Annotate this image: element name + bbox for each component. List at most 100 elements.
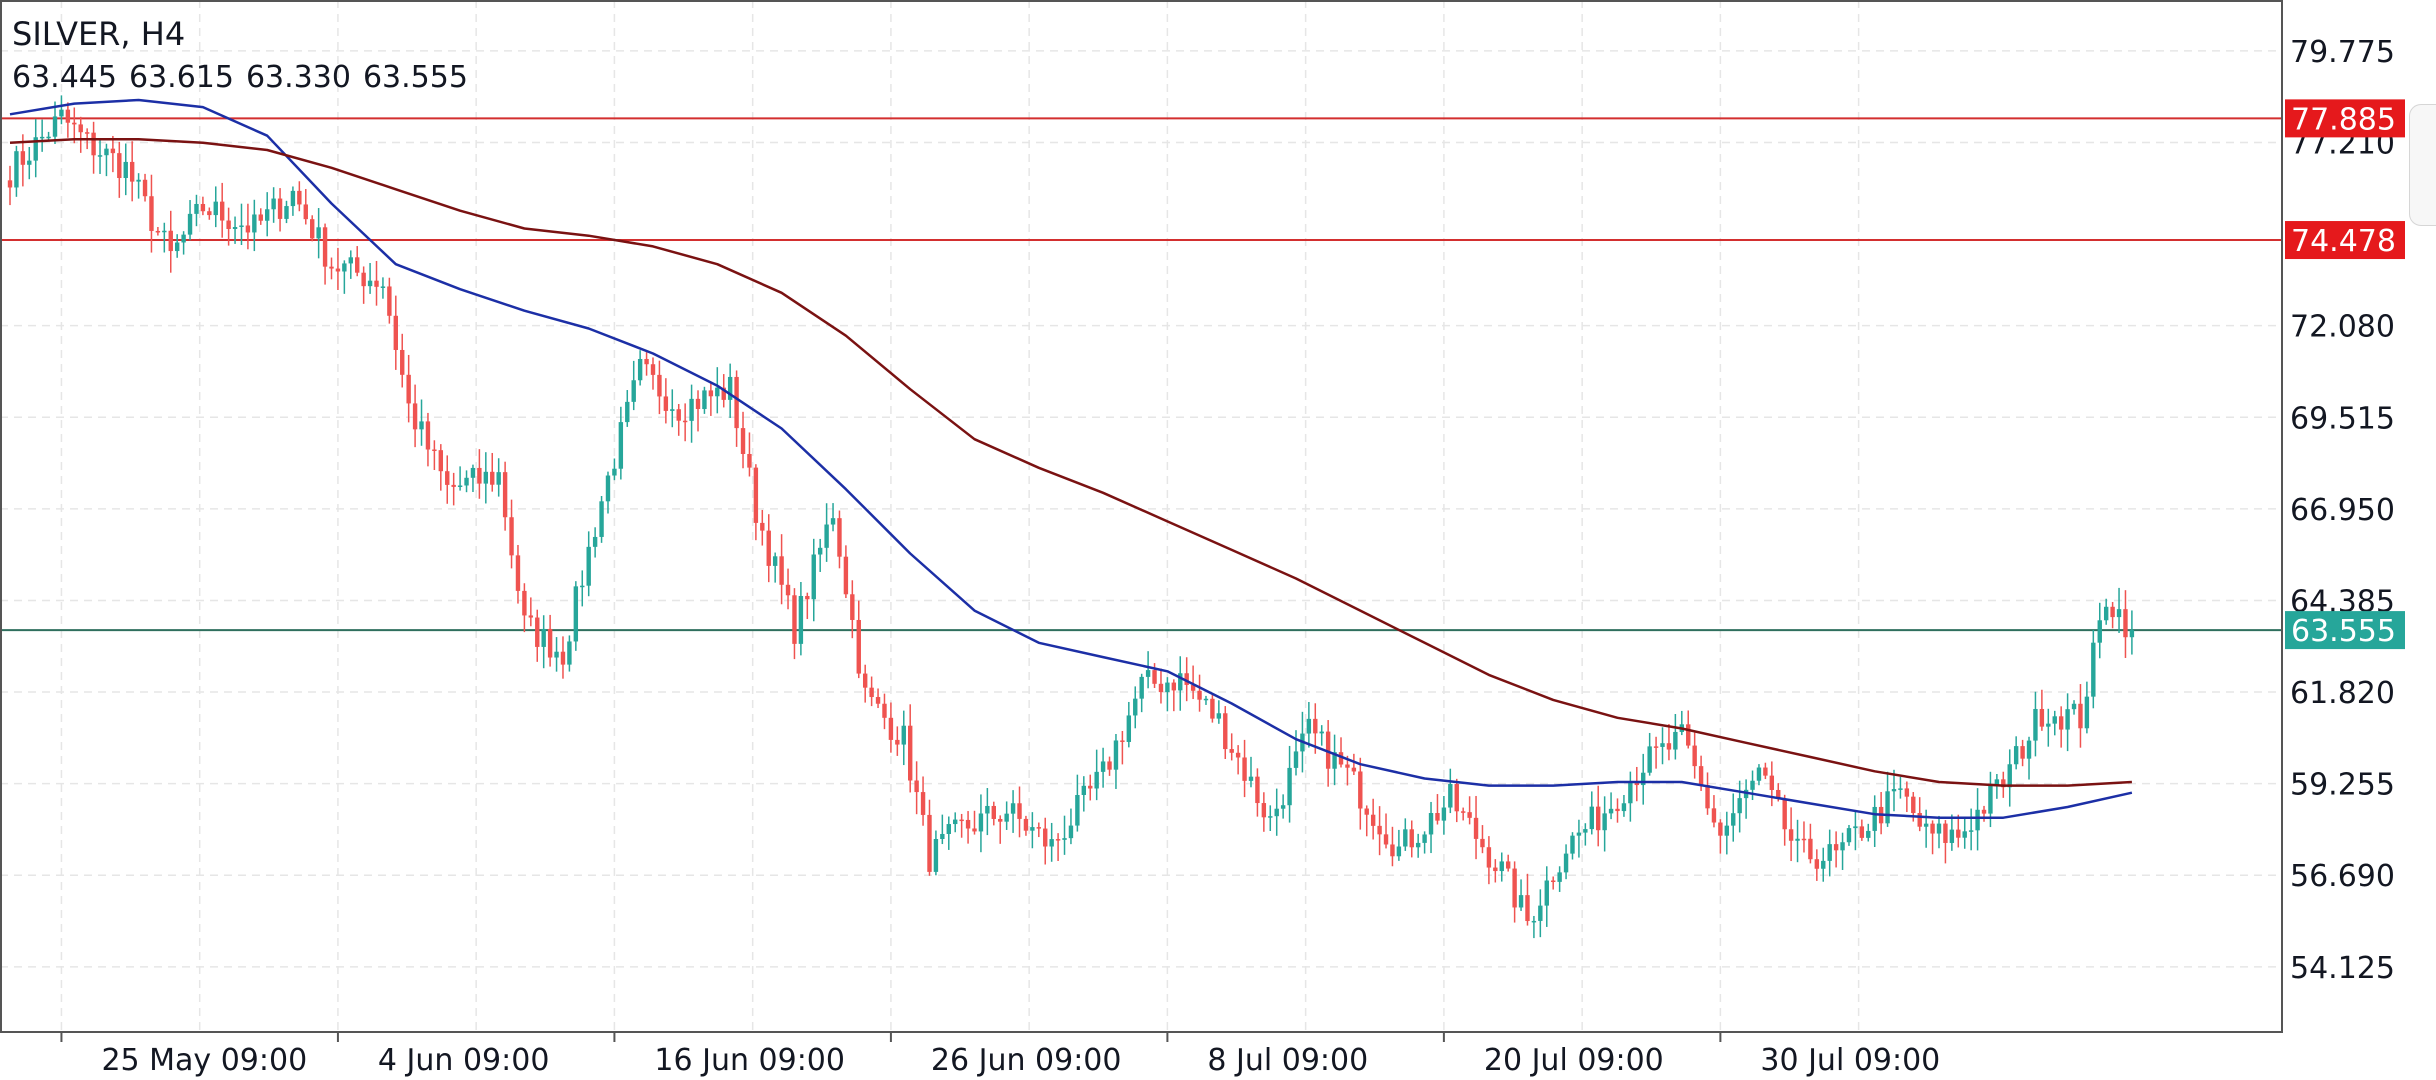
candlestick-series [7, 95, 2135, 939]
price-axis[interactable]: 79.77577.21072.08069.51566.95064.38561.8… [2290, 35, 2395, 986]
candle-body [1133, 698, 1138, 716]
candle-body [901, 725, 906, 745]
candle-body [348, 257, 353, 264]
candle-body [1673, 731, 1678, 750]
candle-body [1608, 808, 1614, 814]
candle-body [933, 838, 939, 872]
candle-body [342, 263, 347, 272]
candle-body [1840, 842, 1845, 851]
candle-body [322, 227, 328, 267]
candle-body [721, 387, 726, 400]
candle-body [1756, 767, 1762, 781]
candle-body [985, 805, 990, 814]
candle-body [1454, 784, 1459, 812]
candle-body [1827, 844, 1832, 861]
candle-body [226, 220, 231, 229]
x-tick-label: 30 Jul 09:00 [1760, 1043, 1940, 1078]
candle-body [1190, 684, 1196, 691]
candle-body [2129, 630, 2135, 638]
candle-body [432, 449, 437, 452]
candle-body [361, 272, 366, 287]
candle-body [303, 204, 308, 220]
candle-body [2116, 609, 2122, 618]
candle-body [129, 161, 135, 182]
candle-body [502, 472, 508, 518]
candle-body [1229, 749, 1234, 753]
candle-body [1968, 830, 1974, 832]
candle-body [1647, 746, 1652, 773]
candle-body [657, 374, 662, 397]
candle-body [1473, 817, 1479, 839]
side-panel-handle[interactable] [2409, 104, 2436, 226]
candle-body [1621, 803, 1627, 812]
candle-body [998, 818, 1003, 822]
candle-body [631, 380, 636, 402]
candle-body [1422, 834, 1427, 843]
candle-body [1512, 868, 1517, 908]
candle-body [1788, 829, 1794, 841]
candle-body [599, 501, 604, 537]
candle-body [7, 180, 13, 188]
candle-body [1782, 798, 1787, 830]
candle-body [695, 398, 701, 410]
candle-body [316, 227, 321, 239]
candle-body [1686, 724, 1691, 746]
candle-body [2084, 696, 2090, 729]
candle-body [1197, 690, 1202, 700]
candle-body [1885, 791, 1890, 824]
candle-body [1956, 829, 1961, 838]
candle-body [927, 814, 932, 872]
candle-body [470, 467, 476, 478]
candle-body [811, 554, 816, 600]
chart-header: SILVER, H4 63.445 63.615 63.330 63.555 [12, 12, 468, 100]
candle-body [194, 203, 199, 214]
candle-body [187, 213, 193, 235]
candle-body [46, 136, 51, 139]
candle-body [747, 453, 752, 468]
candle-body [1923, 823, 1929, 827]
candle-body [862, 673, 868, 688]
candle-body [117, 153, 122, 179]
candle-body [1917, 813, 1922, 827]
candle-body [1435, 813, 1440, 821]
candle-body [875, 697, 881, 704]
candle-body [207, 211, 212, 216]
candle-body [541, 628, 546, 647]
candle-body [1043, 828, 1048, 847]
candle-body [1628, 782, 1633, 804]
candle-body [1268, 816, 1273, 818]
candle-body [1936, 823, 1942, 834]
candle-body [1531, 920, 1537, 923]
candle-body [1216, 713, 1222, 719]
candle-body [1833, 844, 1839, 851]
symbol-timeframe: SILVER, H4 [12, 15, 186, 53]
candle-body [425, 421, 431, 450]
candle-body [1210, 698, 1215, 719]
candle-body [1814, 859, 1820, 869]
candle-body [1223, 713, 1228, 750]
candle-body [483, 471, 489, 484]
time-axis[interactable]: 25 May 09:00 4 Jun 09:00 16 Jun 09:00 26 Ju… [60, 1032, 1940, 1078]
candle-body [1718, 822, 1723, 836]
candle-body [380, 286, 386, 288]
candle-body [580, 585, 585, 588]
candle-body [329, 266, 334, 269]
candle-body [65, 109, 71, 123]
candle-body [310, 219, 315, 239]
candle-body [612, 468, 617, 476]
fast-ma-line [9, 98, 2133, 819]
candle-body [1248, 776, 1254, 781]
level-price-label: 74.478 [2291, 224, 2396, 259]
candle-body [1711, 808, 1717, 823]
candle-body [123, 161, 128, 179]
candle-body [1776, 789, 1781, 799]
candle-body [625, 401, 630, 423]
candle-body [1377, 825, 1382, 835]
candle-body [1068, 825, 1074, 839]
candle-body [1904, 788, 1910, 797]
candle-body [586, 546, 591, 586]
candle-body [1126, 715, 1132, 742]
candle-body [1023, 818, 1029, 831]
candle-body [1325, 731, 1331, 769]
